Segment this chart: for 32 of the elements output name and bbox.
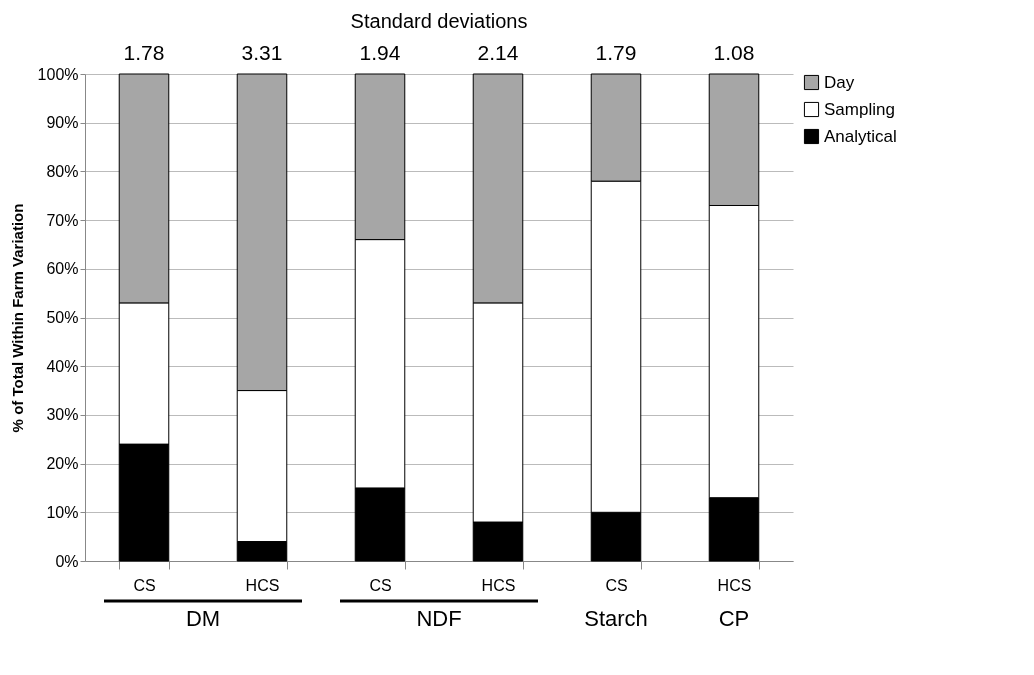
- text: 1.78: [123, 41, 165, 64]
- y-tick-label: 0%: [55, 552, 79, 570]
- x-tick-label: HCS: [481, 576, 516, 594]
- y-axis-title: % of Total Within Farm Variation: [8, 203, 26, 433]
- text: Starch: [584, 606, 648, 631]
- legend-label: Sampling: [824, 99, 895, 119]
- text: NDF: [416, 606, 462, 631]
- y-tick-label: 80%: [46, 162, 79, 180]
- text: 1.08: [713, 41, 755, 64]
- legend-label: Day: [824, 72, 855, 92]
- y-tick-label: 20%: [46, 455, 79, 473]
- x-tick-label: HCS: [245, 576, 280, 594]
- legend-label: Analytical: [824, 126, 897, 146]
- y-tick-label: 70%: [46, 211, 79, 229]
- y-tick-label: 10%: [46, 503, 79, 521]
- y-tick-label: 100%: [37, 65, 79, 83]
- text: 1.94: [359, 41, 401, 64]
- x-tick-label: CS: [133, 576, 156, 594]
- y-tick-label: 60%: [46, 260, 79, 278]
- text: 2.14: [477, 41, 519, 64]
- text: Standard deviations: [350, 10, 528, 32]
- text: DM: [185, 606, 221, 631]
- y-tick-label: 30%: [46, 406, 79, 424]
- x-tick-label: CS: [605, 576, 628, 594]
- text: 3.31: [241, 41, 283, 64]
- y-tick-label: 50%: [46, 309, 79, 326]
- x-tick-label: CS: [369, 576, 392, 594]
- text: CP: [718, 606, 750, 631]
- text: 1.79: [595, 41, 637, 64]
- x-tick-label: HCS: [717, 576, 752, 594]
- y-tick-label: 40%: [46, 357, 79, 375]
- y-tick-label: 90%: [46, 114, 79, 132]
